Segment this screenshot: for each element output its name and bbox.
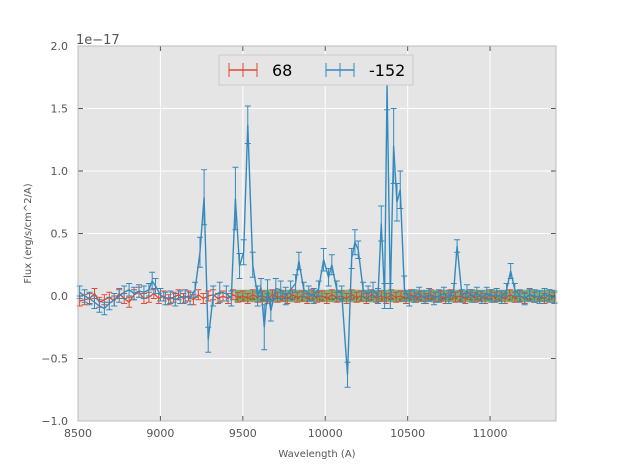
series--152 — [76, 59, 558, 388]
y-tick-label: 1.5 — [51, 103, 69, 116]
x-tick-label: 11000 — [473, 427, 508, 440]
legend-label: -152 — [369, 61, 405, 80]
y-tick-label: −1.0 — [41, 415, 68, 428]
y-offset-label: 1e−17 — [76, 33, 120, 48]
y-tick-label: −0.5 — [41, 353, 68, 366]
legend-entry: 68 — [228, 61, 292, 80]
axes: 8500 9000 9500 10000 10500 11000 −1.0 −0.5 0.0 0.… — [41, 40, 557, 440]
x-tick-label: 8500 — [64, 427, 92, 440]
series-line — [235, 295, 557, 303]
axes-frame — [77, 45, 557, 422]
x-tick-label: 9000 — [146, 427, 174, 440]
legend-label: 68 — [272, 61, 292, 80]
x-axis-label: Wavelength (A) — [278, 449, 355, 460]
x-tick-label: 9500 — [229, 427, 257, 440]
y-tick-label: 0.5 — [51, 228, 69, 241]
x-tick-label: 10000 — [308, 427, 343, 440]
series-layer — [76, 59, 558, 388]
y-axis-label: Flux (erg/s/cm^2/A) — [23, 183, 34, 283]
y-tick-label: 2.0 — [51, 40, 69, 53]
y-tick-label: 0.0 — [51, 290, 69, 303]
series-line — [79, 84, 555, 375]
x-tick-label: 10500 — [390, 427, 425, 440]
legend: 68 -152 — [218, 54, 414, 86]
legend-entry: -152 — [325, 61, 405, 80]
y-tick-label: 1.0 — [51, 165, 69, 178]
